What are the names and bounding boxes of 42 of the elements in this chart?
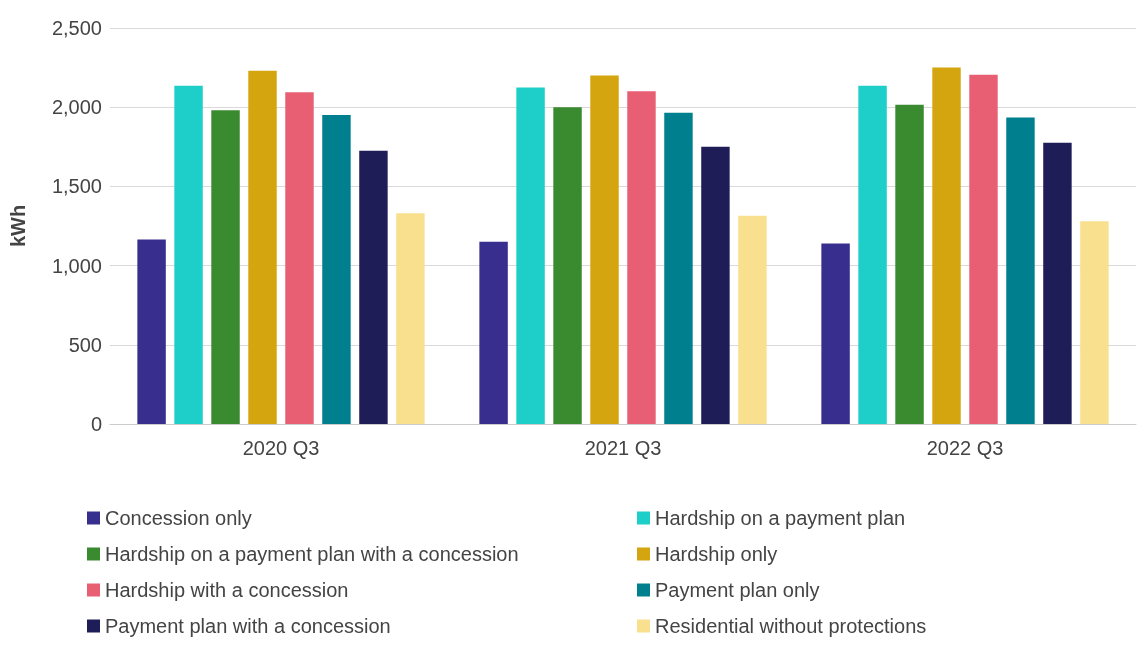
legend-label: Concession only bbox=[105, 507, 252, 529]
legend-label: Payment plan only bbox=[655, 579, 820, 601]
y-tick-label: 2,000 bbox=[51, 96, 102, 119]
bar bbox=[1080, 221, 1109, 424]
bar bbox=[479, 241, 508, 424]
x-tick-label: 2021 Q3 bbox=[584, 437, 662, 459]
x-tick-label: 2022 Q3 bbox=[926, 437, 1004, 459]
bar bbox=[664, 112, 693, 424]
bar bbox=[701, 146, 730, 424]
bar bbox=[396, 213, 425, 424]
bar bbox=[322, 115, 351, 424]
bar bbox=[248, 70, 277, 424]
x-tick-label: 2020 Q3 bbox=[242, 437, 320, 459]
legend-label: Hardship on a payment plan with a concession bbox=[105, 543, 519, 565]
y-tick-label: 1,500 bbox=[51, 175, 102, 198]
bar bbox=[969, 74, 998, 424]
legend-label: Residential without protections bbox=[655, 615, 927, 637]
bar bbox=[137, 239, 166, 424]
y-tick-label: 500 bbox=[68, 333, 102, 356]
bar bbox=[174, 85, 203, 424]
bar bbox=[516, 87, 545, 424]
bar bbox=[821, 243, 850, 424]
bar bbox=[932, 67, 961, 424]
y-tick-label: 0 bbox=[90, 413, 102, 435]
bar bbox=[285, 92, 314, 424]
bar bbox=[1043, 142, 1072, 424]
bar bbox=[359, 150, 388, 424]
y-tick-label: 1,000 bbox=[51, 254, 102, 277]
legend-label: Hardship only bbox=[655, 543, 778, 565]
bar bbox=[590, 75, 619, 424]
y-tick-label: 2,500 bbox=[51, 17, 102, 39]
bar bbox=[858, 85, 887, 424]
bar bbox=[1006, 117, 1035, 424]
legend-label: Payment plan with a concession bbox=[105, 615, 391, 637]
bar bbox=[553, 107, 582, 424]
bar bbox=[895, 104, 924, 424]
legend-label: Hardship on a payment plan bbox=[655, 507, 906, 529]
bar bbox=[738, 215, 767, 424]
bar bbox=[211, 110, 240, 424]
y-axis-title: kWh bbox=[7, 204, 29, 248]
bar bbox=[627, 91, 656, 424]
legend-label: Hardship with a concession bbox=[105, 579, 349, 601]
